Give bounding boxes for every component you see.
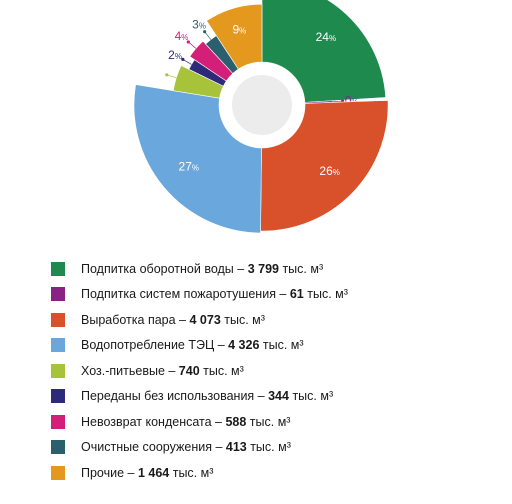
slice-label-6: 2% (168, 48, 192, 65)
slice-label-4: 27% (179, 160, 199, 174)
slice-label-3: 26% (319, 164, 339, 178)
slice-percent-9: 9% (232, 22, 246, 36)
slice-1 (261, 0, 387, 103)
legend-swatch (51, 338, 65, 353)
center-disc (232, 75, 292, 135)
slice-percent-4: 27% (179, 160, 199, 174)
legend-label: Переданы без использования – 344 тыс. м³ (81, 389, 334, 404)
legend-item: Хоз.-питьевые – 740 тыс. м³ (51, 358, 348, 384)
slice-percent-1: 24% (316, 30, 336, 44)
slice-percent-7: 4% (175, 29, 189, 43)
slice-label-8: 3% (192, 18, 212, 40)
legend-label: Невозврат конденсата – 588 тыс. м³ (81, 414, 291, 429)
legend-item: Водопотребление ТЭЦ – 4 326 тыс. м³ (51, 333, 348, 359)
legend-label: Прочие – 1 464 тыс. м³ (81, 465, 214, 480)
legend-label: Выработка пара – 4 073 тыс. м³ (81, 312, 265, 327)
slice-percent-8: 3% (192, 18, 206, 32)
slice-label-9: 9% (232, 22, 246, 36)
legend-item: Выработка пара – 4 073 тыс. м³ (51, 307, 348, 333)
callout-line-6 (182, 59, 192, 65)
slice-label-7: 4% (175, 29, 197, 49)
legend-label: Водопотребление ТЭЦ – 4 326 тыс. м³ (81, 338, 304, 353)
legend-item: Прочие – 1 464 тыс. м³ (51, 460, 348, 486)
legend-swatch (51, 465, 65, 480)
legend-swatch (51, 363, 65, 378)
legend-item: Невозврат конденсата – 588 тыс. м³ (51, 409, 348, 435)
slice-4 (133, 84, 262, 234)
callout-line-7 (188, 41, 197, 49)
legend-swatch (51, 287, 65, 302)
slice-percent-3: 26% (319, 164, 339, 178)
legend-swatch (51, 312, 65, 327)
legend-swatch (51, 261, 65, 276)
callout-line-5 (166, 74, 177, 79)
slice-label-5: 5% (151, 65, 177, 79)
callout-line-8 (204, 31, 212, 40)
radial-donut-chart: 24%0%26%27%5%2%4%3%9% (133, 0, 389, 234)
legend-item: Очистные сооружения – 413 тыс. м³ (51, 435, 348, 461)
legend-item: Подпитка оборотной воды – 3 799 тыс. м³ (51, 256, 348, 282)
slice-5 (172, 65, 224, 99)
legend-label: Подпитка оборотной воды – 3 799 тыс. м³ (81, 261, 324, 276)
legend: Подпитка оборотной воды – 3 799 тыс. м³ П… (51, 256, 348, 486)
slice-3 (260, 100, 389, 232)
slice-percent-5: 5% (151, 65, 165, 79)
slice-label-1: 24% (316, 30, 336, 44)
slice-percent-6: 2% (168, 48, 182, 62)
slice-9 (206, 3, 263, 70)
legend-label: Хоз.-питьевые – 740 тыс. м³ (81, 363, 244, 378)
legend-swatch (51, 389, 65, 404)
legend-label: Очистные сооружения – 413 тыс. м³ (81, 440, 291, 455)
legend-item: Переданы без использования – 344 тыс. м³ (51, 384, 348, 410)
slice-7 (189, 40, 234, 82)
legend-swatch (51, 414, 65, 429)
legend-label: Подпитка систем пожаротушения – 61 тыс. … (81, 287, 348, 302)
legend-item: Подпитка систем пожаротушения – 61 тыс. … (51, 282, 348, 308)
legend-swatch (51, 440, 65, 455)
